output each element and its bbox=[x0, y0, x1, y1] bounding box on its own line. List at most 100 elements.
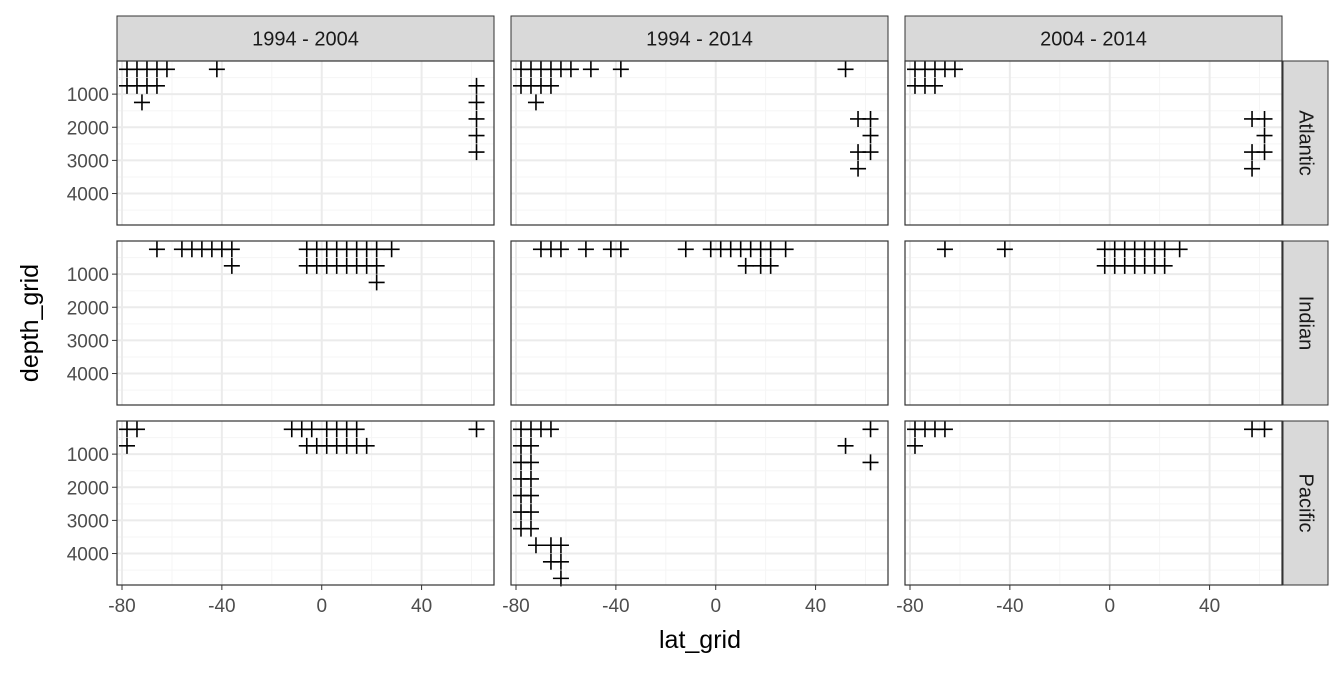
x-tick-label: 40 bbox=[1199, 596, 1220, 617]
data-point bbox=[936, 241, 953, 258]
data-point bbox=[906, 437, 923, 454]
panel-border bbox=[510, 420, 889, 586]
data-point bbox=[737, 257, 754, 274]
data-point bbox=[1256, 127, 1273, 144]
data-point bbox=[1244, 160, 1261, 177]
data-point bbox=[223, 241, 240, 258]
data-point bbox=[1156, 241, 1173, 258]
row-strip-atlantic bbox=[1282, 60, 1329, 226]
data-point bbox=[837, 61, 854, 78]
col-strip-label: 1994 - 2014 bbox=[646, 29, 753, 51]
data-point bbox=[552, 241, 569, 258]
x-tick-label: 40 bbox=[805, 596, 826, 617]
data-point bbox=[862, 454, 879, 471]
y-tick-label: 2000 bbox=[67, 118, 109, 139]
data-point bbox=[468, 144, 485, 161]
x-axis-title: lat_grid bbox=[659, 626, 741, 654]
x-tick-label: -40 bbox=[996, 596, 1023, 617]
y-tick-label: 1000 bbox=[67, 85, 109, 106]
data-point bbox=[468, 421, 485, 438]
panel-background bbox=[905, 421, 1282, 585]
data-point bbox=[468, 94, 485, 111]
data-point bbox=[522, 470, 539, 487]
data-point bbox=[582, 61, 599, 78]
y-tick-label: 3000 bbox=[67, 511, 109, 532]
data-point bbox=[850, 160, 867, 177]
y-tick-label: 1000 bbox=[67, 265, 109, 286]
data-point bbox=[612, 61, 629, 78]
data-point bbox=[148, 241, 165, 258]
data-point bbox=[522, 437, 539, 454]
row-strip-label: Atlantic bbox=[1295, 110, 1317, 176]
data-point bbox=[128, 421, 145, 438]
row-strip-label: Indian bbox=[1295, 296, 1317, 351]
panel-background bbox=[905, 241, 1282, 405]
data-point bbox=[527, 537, 544, 554]
data-point bbox=[862, 144, 879, 161]
row-strip-pacific bbox=[1282, 420, 1329, 586]
data-point bbox=[762, 241, 779, 258]
data-point bbox=[552, 553, 569, 570]
x-tick-label: 0 bbox=[316, 596, 327, 617]
x-tick-label: 40 bbox=[411, 596, 432, 617]
data-point bbox=[562, 61, 579, 78]
data-point bbox=[862, 421, 879, 438]
data-point bbox=[368, 241, 385, 258]
panel-border bbox=[116, 420, 495, 586]
y-tick-label: 4000 bbox=[67, 185, 109, 206]
data-point bbox=[208, 61, 225, 78]
panel-background bbox=[511, 241, 888, 405]
data-point bbox=[468, 110, 485, 127]
panel-border bbox=[510, 60, 889, 226]
data-point bbox=[762, 257, 779, 274]
data-point bbox=[522, 454, 539, 471]
y-tick-label: 4000 bbox=[67, 545, 109, 566]
data-point bbox=[522, 504, 539, 521]
y-axis-title: depth_grid bbox=[16, 264, 44, 382]
data-point bbox=[1256, 110, 1273, 127]
data-point bbox=[368, 274, 385, 291]
panel-background bbox=[511, 421, 888, 585]
data-point bbox=[118, 437, 135, 454]
row-strip-indian bbox=[1282, 240, 1329, 406]
data-point bbox=[522, 520, 539, 537]
data-point bbox=[158, 61, 175, 78]
data-point bbox=[133, 94, 150, 111]
panel-border bbox=[904, 420, 1283, 586]
data-point bbox=[862, 110, 879, 127]
data-point bbox=[1171, 241, 1188, 258]
data-point bbox=[527, 94, 544, 111]
data-point bbox=[368, 257, 385, 274]
panel-background bbox=[905, 61, 1282, 225]
x-tick-label: -40 bbox=[602, 596, 629, 617]
data-point bbox=[468, 77, 485, 94]
y-tick-label: 3000 bbox=[67, 331, 109, 352]
data-point bbox=[542, 77, 559, 94]
panel-border bbox=[904, 60, 1283, 226]
data-point bbox=[837, 437, 854, 454]
x-tick-label: -40 bbox=[208, 596, 235, 617]
panel-border bbox=[510, 240, 889, 406]
x-tick-label: -80 bbox=[896, 596, 923, 617]
data-point bbox=[383, 241, 400, 258]
col-strip-2004-2014 bbox=[904, 15, 1283, 62]
data-point bbox=[1256, 421, 1273, 438]
x-tick-label: -80 bbox=[502, 596, 529, 617]
col-strip-1994-2014 bbox=[510, 15, 889, 62]
x-tick-label: 0 bbox=[1104, 596, 1115, 617]
y-tick-label: 3000 bbox=[67, 151, 109, 172]
panel-background bbox=[511, 61, 888, 225]
panel-border bbox=[116, 60, 495, 226]
col-strip-1994-2004 bbox=[116, 15, 495, 62]
data-point bbox=[542, 421, 559, 438]
data-point bbox=[552, 537, 569, 554]
col-strip-label: 1994 - 2004 bbox=[252, 29, 359, 51]
data-point bbox=[148, 77, 165, 94]
panel-border bbox=[904, 240, 1283, 406]
data-point bbox=[223, 257, 240, 274]
x-tick-label: 0 bbox=[710, 596, 721, 617]
panel-background bbox=[117, 61, 494, 225]
panel-background bbox=[117, 421, 494, 585]
